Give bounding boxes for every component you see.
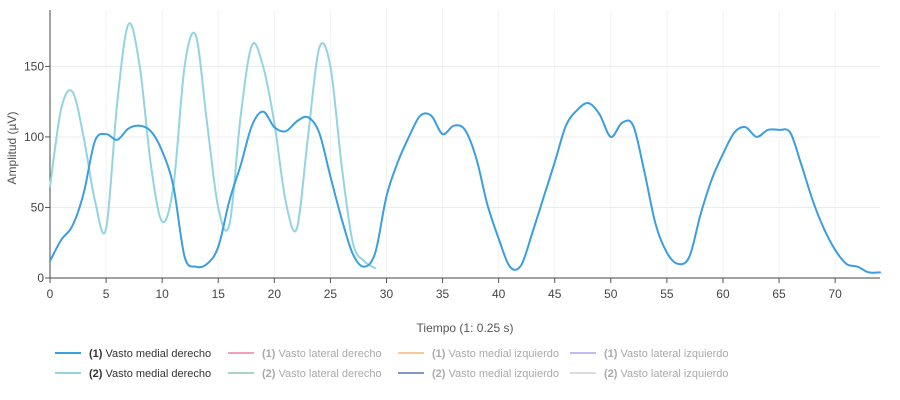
series-line-1-vasto-medial-derecho [49,102,881,274]
legend-series-name: Vasto lateral derecho [279,348,382,360]
y-axis-title: Amplitud (µV) [5,112,19,185]
y-tick-labels: 0 50 100 150 [24,59,44,285]
x-tick-label: 60 [716,287,730,301]
legend-series-number: (1) [262,348,276,360]
legend-series-name: Vasto medial izquierdo [449,368,559,380]
x-tick-label: 65 [772,287,786,301]
legend: (1) Vasto medial derecho (1) Vasto latera… [55,348,729,380]
x-tick-label: 0 [47,287,54,301]
legend-series-name: Vasto lateral derecho [279,368,382,380]
y-tick-label: 100 [24,130,44,144]
legend-label: (1) Vasto medial derecho [89,348,211,360]
legend-item[interactable]: (2) Vasto lateral izquierdo [570,368,729,380]
legend-label: (2) Vasto medial derecho [89,368,211,380]
legend-series-name: Vasto lateral izquierdo [621,348,729,360]
legend-item[interactable]: (1) Vasto lateral izquierdo [570,348,729,360]
legend-series-name: Vasto medial derecho [106,368,212,380]
legend-item[interactable]: (2) Vasto medial izquierdo [398,368,559,380]
legend-item[interactable]: (2) Vasto lateral derecho [228,368,382,380]
x-tick-label: 30 [380,287,394,301]
y-tick-label: 0 [37,271,44,285]
x-tick-label: 20 [268,287,282,301]
legend-series-name: Vasto medial derecho [106,348,212,360]
x-tick-label: 15 [212,287,226,301]
series-lines [49,22,881,274]
legend-item[interactable]: (2) Vasto medial derecho [55,368,211,380]
legend-item[interactable]: (1) Vasto medial derecho [55,348,211,360]
legend-label: (1) Vasto lateral izquierdo [604,348,729,360]
legend-series-number: (2) [262,368,276,380]
x-tick-label: 35 [436,287,450,301]
legend-series-number: (1) [89,348,103,360]
legend-label: (2) Vasto medial izquierdo [432,368,559,380]
x-tick-label: 40 [492,287,506,301]
legend-label: (2) Vasto lateral derecho [262,368,382,380]
y-tick-label: 150 [24,59,44,73]
legend-label: (2) Vasto lateral izquierdo [604,368,729,380]
x-tick-labels: 0 5 10 15 20 25 30 35 40 45 50 55 60 65 70 [47,287,842,301]
legend-label: (1) Vasto lateral derecho [262,348,382,360]
legend-label: (1) Vasto medial izquierdo [432,348,559,360]
x-tick-label: 55 [660,287,674,301]
chart-axes [45,10,880,283]
legend-series-name: Vasto medial izquierdo [449,348,559,360]
legend-series-name: Vasto lateral izquierdo [621,368,729,380]
grid-lines [50,10,880,278]
x-tick-label: 70 [828,287,842,301]
x-axis-title: Tiempo (1: 0.25 s) [417,321,514,335]
legend-series-number: (2) [432,368,446,380]
x-tick-label: 45 [548,287,562,301]
x-tick-label: 5 [103,287,110,301]
x-tick-label: 25 [324,287,338,301]
legend-series-number: (1) [604,348,618,360]
y-tick-label: 50 [31,200,45,214]
legend-item[interactable]: (1) Vasto lateral derecho [228,348,382,360]
legend-item[interactable]: (1) Vasto medial izquierdo [398,348,559,360]
legend-series-number: (2) [604,368,618,380]
series-line-2-vasto-medial-derecho [49,22,377,270]
legend-series-number: (2) [89,368,103,380]
legend-series-number: (1) [432,348,446,360]
x-tick-label: 10 [155,287,169,301]
x-tick-label: 50 [604,287,618,301]
